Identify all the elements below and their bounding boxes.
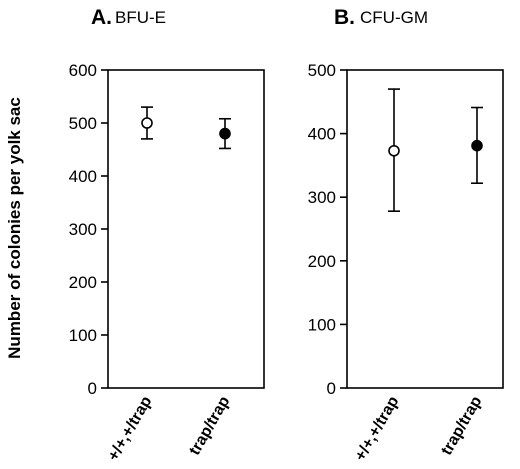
panel-title-letter: A.: [91, 6, 112, 29]
y-tick-label: 200: [69, 273, 97, 292]
panel-title-name: BFU-E: [115, 8, 166, 27]
y-tick-label: 100: [69, 326, 97, 345]
y-tick-label: 200: [308, 252, 336, 271]
plot-frame: [107, 69, 265, 389]
y-tick-label: 100: [308, 315, 336, 334]
y-tick-label: 0: [88, 379, 97, 398]
y-axis-label: Number of colonies per yolk sac: [5, 97, 24, 359]
plot-frame: [346, 69, 504, 389]
data-point-open: [388, 144, 400, 157]
data-point-open: [141, 117, 153, 129]
y-tick-label: 600: [69, 61, 97, 80]
panel-bfu-e: A. BFU-E 0 100 200 300 400 500 600 +/+,+/trap tr…: [69, 6, 265, 464]
y-tick-label: 300: [69, 220, 97, 239]
panel-title-letter: B.: [334, 6, 355, 29]
x-category-label: trap/trap: [438, 393, 485, 458]
panel-cfu-gm: B. CFU-GM 0 100 200 300 400 500 +/+,+/trap trap…: [308, 6, 504, 464]
x-category-label: +/+,+/trap: [352, 393, 403, 464]
data-point-filled: [219, 127, 231, 140]
y-tick-label: 400: [308, 125, 336, 144]
x-category-label: trap/trap: [186, 393, 233, 458]
data-point-filled: [471, 139, 483, 152]
y-tick-label: 400: [69, 167, 97, 186]
y-tick-label: 0: [327, 379, 336, 398]
y-tick-label: 500: [308, 61, 336, 80]
panel-title-name: CFU-GM: [360, 8, 428, 27]
x-category-label: +/+,+/trap: [105, 393, 156, 464]
y-tick-label: 300: [308, 188, 336, 207]
y-tick-label: 500: [69, 114, 97, 133]
